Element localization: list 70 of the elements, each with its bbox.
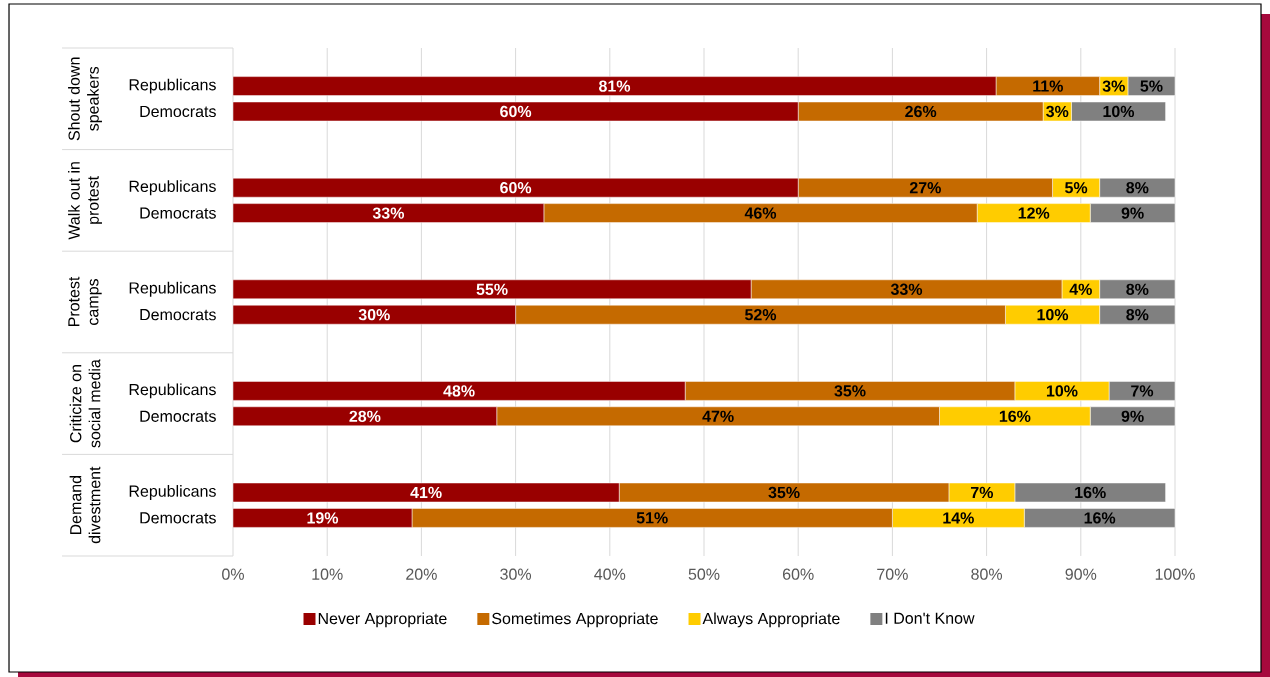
y-tick-label: Democrats — [140, 410, 216, 422]
x-tick-label: 20% — [406, 568, 437, 580]
data-label: 12% — [1018, 207, 1050, 219]
data-label: 19% — [307, 512, 339, 524]
data-label: 10% — [1103, 105, 1135, 118]
y-tick-label: Republicans — [129, 78, 216, 94]
data-label: 47% — [702, 410, 734, 422]
data-label: 7% — [971, 486, 994, 499]
data-label: 11% — [1033, 80, 1063, 92]
data-label: 3% — [1102, 80, 1125, 92]
data-label: 33% — [372, 207, 405, 219]
data-label: 33% — [890, 283, 923, 295]
x-tick-label: 60% — [783, 568, 814, 580]
y-tick-label: Democrats — [140, 105, 216, 118]
data-label: 10% — [1046, 385, 1078, 397]
data-label: 48% — [443, 385, 475, 397]
data-label: 9% — [1121, 410, 1144, 422]
x-tick-label: 100% — [1155, 568, 1195, 580]
data-label: 52% — [745, 309, 777, 321]
text: Protest camps — [68, 276, 102, 327]
data-label: 3% — [1046, 105, 1069, 118]
y-tick-label: Republicans — [129, 485, 216, 500]
data-label: 8% — [1126, 182, 1149, 194]
data-label: 81% — [599, 80, 631, 92]
y-tick-label: Democrats — [140, 309, 216, 321]
x-tick-label: 70% — [877, 568, 908, 580]
data-label: 26% — [905, 105, 937, 118]
data-label: 8% — [1126, 283, 1149, 295]
data-label: 14% — [943, 512, 974, 524]
x-tick-label: 40% — [594, 568, 626, 580]
data-label: 16% — [999, 410, 1031, 422]
data-label: 16% — [1084, 512, 1116, 524]
text: Criticize on social media — [69, 359, 101, 448]
data-label: 8% — [1126, 309, 1149, 321]
x-tick-label: 90% — [1065, 568, 1097, 580]
legend-label: Never Appropriate — [318, 612, 447, 628]
y-tick-label: Republicans — [129, 383, 216, 399]
text: Walk out in protest — [68, 162, 102, 240]
data-label: 28% — [349, 410, 381, 422]
x-tick-label: 50% — [688, 568, 720, 580]
data-label: 9% — [1121, 207, 1144, 219]
data-label: 51% — [636, 512, 668, 524]
data-label: 5% — [1140, 80, 1163, 92]
data-label: 27% — [909, 182, 941, 194]
data-label: 55% — [476, 283, 508, 295]
legend-label: Sometimes Appropriate — [492, 612, 658, 628]
x-tick-label: 10% — [312, 568, 343, 580]
data-label: 5% — [1065, 182, 1088, 194]
data-label: 60% — [500, 105, 532, 118]
text: Shout down speakers — [68, 57, 102, 141]
data-label: 4% — [1069, 283, 1092, 295]
legend-label: Always Appropriate — [702, 612, 840, 628]
data-label: 16% — [1075, 486, 1106, 499]
data-label: 35% — [834, 385, 866, 397]
x-tick-label: 30% — [500, 568, 532, 580]
text: Demand divestment — [69, 466, 101, 544]
data-label: 46% — [744, 207, 777, 219]
data-label: 10% — [1037, 309, 1069, 321]
data-label: 41% — [410, 486, 442, 499]
data-label: 35% — [768, 486, 800, 499]
data-label: 60% — [500, 182, 532, 194]
legend-label: I Don't Know — [885, 612, 975, 624]
y-tick-label: Republicans — [129, 281, 216, 297]
y-tick-label: Republicans — [129, 180, 216, 196]
data-label: 7% — [1131, 385, 1154, 397]
data-label: 30% — [358, 309, 390, 321]
x-tick-label: 80% — [971, 568, 1003, 580]
y-tick-label: Democrats — [140, 512, 216, 524]
x-tick-label: 0% — [222, 568, 244, 580]
y-tick-label: Democrats — [140, 207, 216, 219]
